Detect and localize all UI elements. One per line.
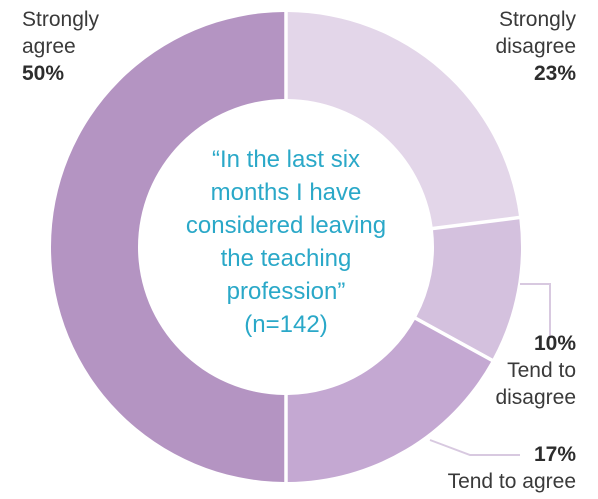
center-text-line: (n=142) [244, 311, 328, 338]
label-percent: 17% [533, 443, 576, 466]
label-text-line: disagree [495, 35, 576, 58]
slice-strongly-disagree [287, 12, 519, 227]
slice-tend-to-agree [287, 319, 492, 482]
label-text-line: Tend to agree [447, 470, 576, 493]
center-text-line: considered leaving [185, 212, 387, 239]
label-text-line: disagree [495, 386, 576, 409]
label-tend-to-disagree: 10% Tend to disagree [495, 330, 576, 411]
leader-line-tend-to-disagree [520, 283, 551, 337]
label-percent: 10% [533, 332, 576, 355]
label-text-line: Strongly [22, 8, 100, 31]
label-percent: 23% [533, 62, 576, 85]
label-text-line: agree [22, 35, 76, 58]
center-question-text: “In the last six months I have considere… [155, 143, 417, 341]
leader-lines [429, 283, 551, 456]
center-text-line: months I have [210, 179, 362, 206]
slice-strongly-agree [51, 12, 285, 482]
leader-line-tend-to-agree [429, 439, 520, 456]
label-strongly-agree: Strongly agree 50% [22, 6, 99, 87]
label-tend-to-agree: 17% Tend to agree [448, 441, 576, 495]
label-text-line: Tend to [507, 359, 576, 382]
label-strongly-disagree: Strongly disagree 23% [495, 6, 576, 87]
center-text-line: the teaching [220, 245, 352, 272]
label-text-line: Strongly [498, 8, 576, 31]
center-text-line: profession” [226, 278, 346, 305]
label-percent: 50% [22, 62, 65, 85]
donut-slices [51, 12, 521, 482]
center-text-line: “In the last six [211, 146, 361, 173]
slice-tend-to-disagree [416, 219, 521, 359]
